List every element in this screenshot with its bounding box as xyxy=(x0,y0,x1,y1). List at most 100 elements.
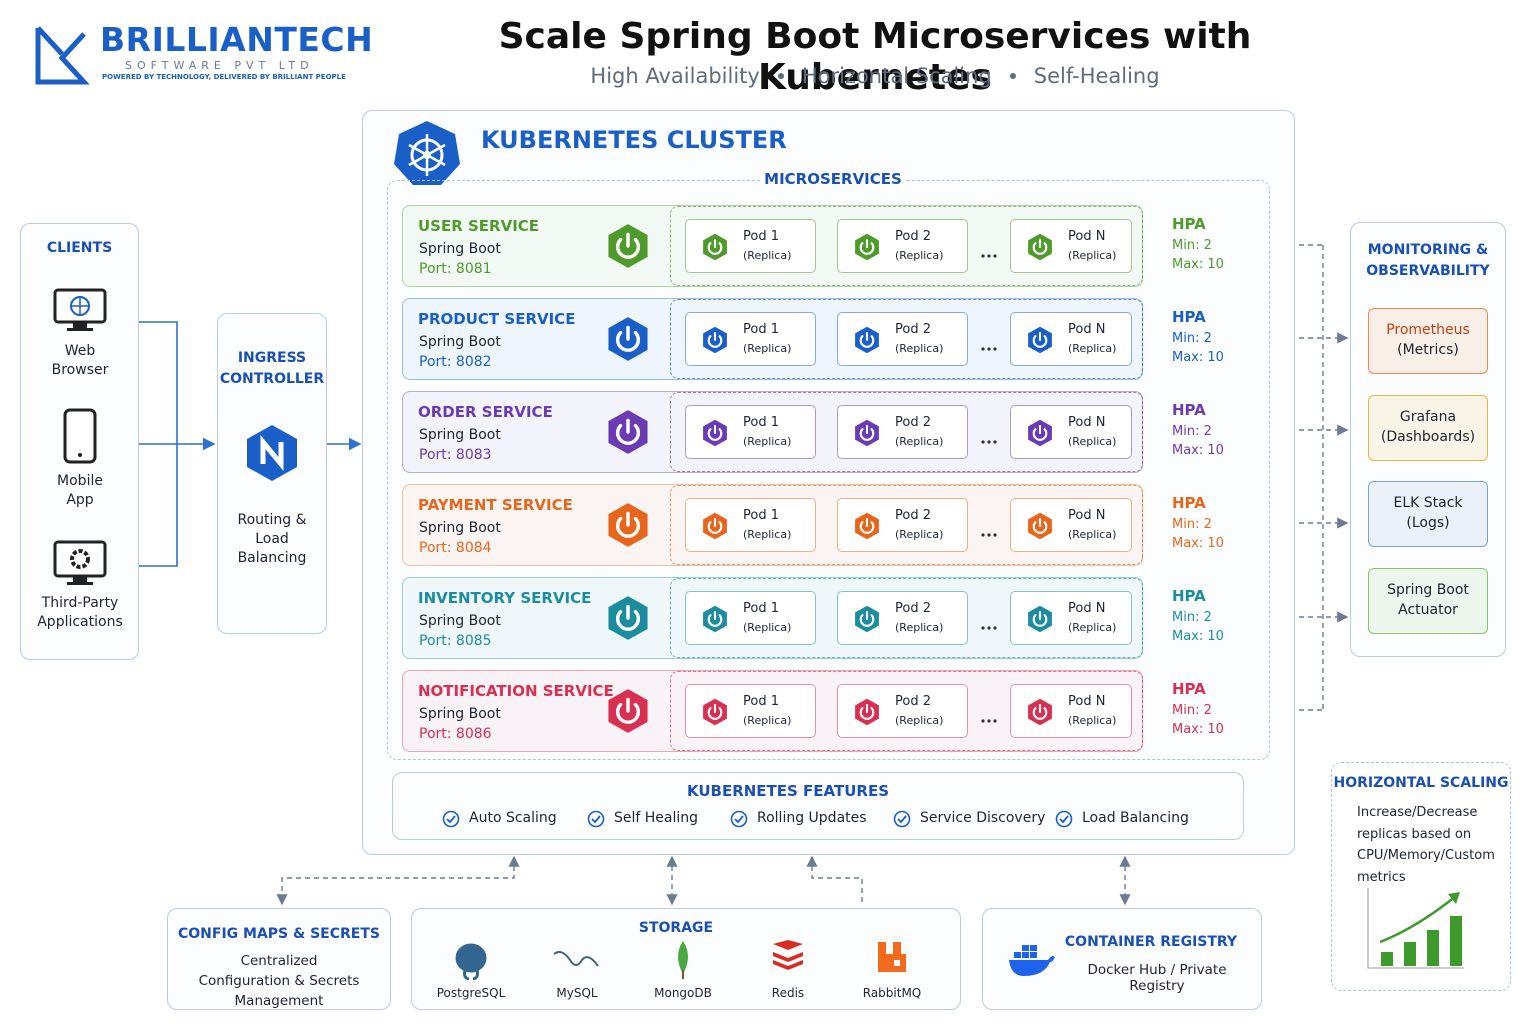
pods-ellipsis xyxy=(981,708,997,727)
config-text: Centralized Configuration & Secrets Mana… xyxy=(198,953,360,1009)
pod-icon xyxy=(701,698,729,730)
pod-note: (Replica) xyxy=(743,621,792,634)
pod-box xyxy=(837,591,968,645)
storage-icon xyxy=(451,940,491,984)
check-icon xyxy=(893,810,911,832)
pod-name: Pod 2 xyxy=(895,694,931,709)
client-icon xyxy=(53,288,107,338)
hpa-min: Min: 2 xyxy=(1172,238,1212,253)
pod-icon xyxy=(853,512,881,544)
pods-group xyxy=(670,578,1143,658)
service-icon xyxy=(605,316,651,366)
pod-icon xyxy=(1026,698,1054,730)
pod-note: (Replica) xyxy=(895,714,944,727)
subtitle-item: Horizontal Scaling xyxy=(801,64,992,88)
brand-sub: SOFTWARE PVT LTD xyxy=(125,59,314,72)
service-icon xyxy=(605,223,651,273)
hpa-label: HPA xyxy=(1172,587,1206,605)
client-icon xyxy=(63,408,97,468)
monitoring-note: (Dashboards) xyxy=(1380,428,1476,445)
logo xyxy=(34,24,90,86)
pods-ellipsis xyxy=(981,615,997,634)
config-title: CONFIG MAPS & SECRETS xyxy=(178,926,380,942)
service-tech: Spring Boot xyxy=(419,706,501,722)
pod-note: (Replica) xyxy=(1068,621,1117,634)
service-name: PRODUCT SERVICE xyxy=(418,310,576,328)
pods-ellipsis xyxy=(981,243,997,262)
scaling-title: HORIZONTAL SCALING xyxy=(1333,775,1509,791)
storage-label: MongoDB xyxy=(654,986,712,1000)
pod-name: Pod N xyxy=(1068,601,1106,616)
pod-icon xyxy=(701,326,729,358)
storage-label: Redis xyxy=(771,986,805,1000)
pod-name: Pod 2 xyxy=(895,508,931,523)
service-port: Port: 8083 xyxy=(419,447,492,463)
monitoring-note: (Metrics) xyxy=(1397,342,1459,358)
feature-label: Service Discovery xyxy=(920,810,1046,826)
service-tech: Spring Boot xyxy=(419,241,501,257)
pod-name: Pod 2 xyxy=(895,229,931,244)
storage-icon xyxy=(875,940,909,978)
hpa-max: Max: 10 xyxy=(1172,350,1224,365)
brand-tagline: POWERED BY TECHNOLOGY, DELIVERED BY BRIL… xyxy=(102,73,346,81)
registry-text: Docker Hub / Private Registry xyxy=(1087,962,1227,994)
pod-name: Pod N xyxy=(1068,508,1106,523)
pod-icon xyxy=(701,419,729,451)
storage-icon xyxy=(771,940,805,974)
config-box xyxy=(167,908,391,1010)
pod-note: (Replica) xyxy=(895,528,944,541)
pod-name: Pod 2 xyxy=(895,322,931,337)
pods-group xyxy=(670,206,1143,286)
pod-icon xyxy=(853,605,881,637)
storage-label: RabbitMQ xyxy=(862,986,922,1000)
check-icon xyxy=(442,810,460,832)
registry-box xyxy=(982,908,1262,1010)
pods-group xyxy=(670,485,1143,565)
pod-icon xyxy=(1026,419,1054,451)
monitoring-item xyxy=(1368,308,1488,374)
features-box xyxy=(392,772,1244,840)
monitoring-note: Actuator xyxy=(1398,601,1458,618)
check-icon xyxy=(730,810,748,832)
pod-name: Pod N xyxy=(1068,415,1106,430)
monitoring-item xyxy=(1368,567,1488,634)
registry-title: CONTAINER REGISTRY xyxy=(1064,934,1238,950)
pod-icon xyxy=(701,233,729,265)
scaling-text: Increase/Decrease replicas based on CPU/… xyxy=(1357,805,1495,885)
service-icon xyxy=(605,502,651,552)
monitoring-name: Prometheus xyxy=(1386,322,1470,338)
service-port: Port: 8085 xyxy=(419,633,492,649)
pod-icon xyxy=(701,605,729,637)
ingress-note: Routing & Load Balancing xyxy=(237,512,307,566)
nginx-icon xyxy=(245,424,299,486)
hpa-label: HPA xyxy=(1172,494,1206,512)
service-icon xyxy=(605,595,651,645)
hpa-min: Min: 2 xyxy=(1172,517,1212,532)
pod-note: (Replica) xyxy=(895,249,944,262)
hpa-max: Max: 10 xyxy=(1172,443,1224,458)
hpa-max: Max: 10 xyxy=(1172,257,1224,272)
pod-name: Pod 2 xyxy=(895,415,931,430)
pod-note: (Replica) xyxy=(895,435,944,448)
pod-icon xyxy=(1026,605,1054,637)
pod-note: (Replica) xyxy=(1068,342,1117,355)
hpa-label: HPA xyxy=(1172,308,1206,326)
pods-group xyxy=(670,392,1143,472)
pod-note: (Replica) xyxy=(743,714,792,727)
service-icon xyxy=(605,409,651,459)
pod-note: (Replica) xyxy=(1068,528,1117,541)
feature-label: Auto Scaling xyxy=(469,810,557,826)
feature-label: Rolling Updates xyxy=(757,810,867,826)
hpa-min: Min: 2 xyxy=(1172,703,1212,718)
hpa-label: HPA xyxy=(1172,401,1206,419)
pod-name: Pod 1 xyxy=(743,601,779,616)
subtitle-item: High Availability xyxy=(590,64,760,88)
service-icon xyxy=(605,688,651,738)
feature-label: Self Healing xyxy=(614,810,699,826)
pod-name: Pod N xyxy=(1068,322,1106,337)
pod-box xyxy=(837,498,968,552)
storage-label: PostgreSQL xyxy=(436,986,506,1000)
microservices-title: MICROSERVICES xyxy=(760,170,906,188)
docker-icon xyxy=(1008,944,1056,982)
monitoring-name: Spring Boot xyxy=(1387,581,1469,598)
